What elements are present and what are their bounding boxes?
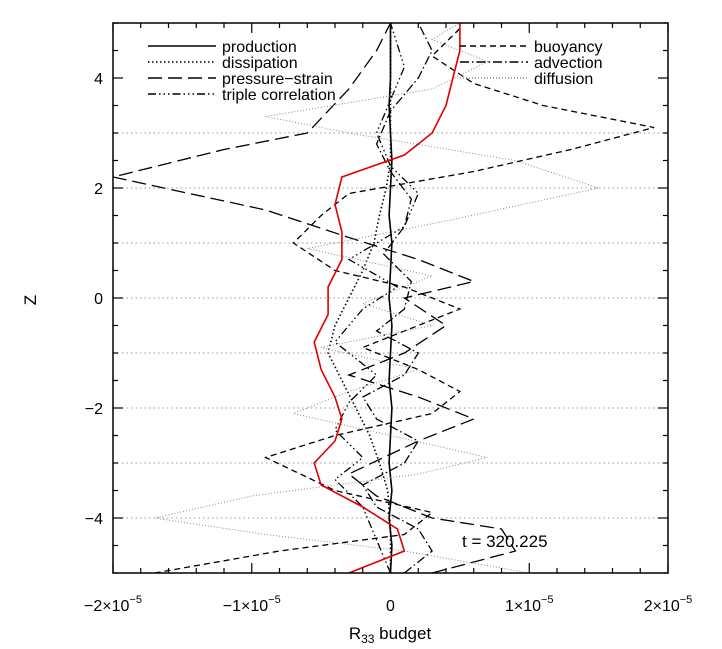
axis-ticks: −2×10−5 −1×10−5 0 1×10−5 2×10−5 4 2 0 −2 −4 — [84, 22, 693, 615]
legend: productiondissipationpressure−straintrip… — [148, 39, 603, 104]
x-tick-label: −2×10−5 — [84, 594, 142, 615]
series-line — [154, 23, 601, 573]
x-tick-label: −1×10−5 — [223, 594, 281, 615]
legend-entry: advection — [460, 55, 603, 72]
x-tick-label: 0 — [386, 598, 395, 615]
y-axis-label: Z — [21, 295, 40, 305]
series-group — [113, 23, 655, 573]
legend-label: dissipation — [222, 55, 298, 72]
series-line — [361, 23, 433, 573]
plot-frame — [112, 22, 669, 574]
legend-entry: triple correlation — [148, 87, 336, 104]
legend-entry: dissipation — [148, 55, 298, 72]
series-line — [154, 28, 655, 573]
x-tick-label: 1×10−5 — [505, 594, 554, 615]
y-tick-label: −2 — [85, 401, 103, 418]
series-line — [113, 23, 517, 573]
legend-entry: production — [148, 39, 297, 56]
time-annotation: t = 320.225 — [462, 532, 548, 551]
y-tick-label: 2 — [94, 181, 103, 198]
series-line — [327, 23, 392, 573]
legend-label: diffusion — [534, 71, 593, 88]
legend-label: pressure−strain — [222, 71, 333, 88]
series-line — [388, 23, 393, 573]
y-tick-label: 0 — [94, 291, 103, 308]
legend-label: triple correlation — [222, 87, 336, 104]
series-line — [313, 23, 461, 573]
legend-entry: pressure−strain — [148, 71, 333, 88]
y-tick-label: 4 — [94, 71, 103, 88]
legend-label: buoyancy — [534, 39, 603, 56]
legend-entry: diffusion — [460, 71, 593, 88]
y-tick-label: −4 — [85, 511, 103, 528]
legend-label: production — [222, 39, 297, 56]
x-tick-label: 2×10−5 — [644, 594, 693, 615]
x-axis-label: R33 budget — [349, 624, 432, 646]
legend-label: advection — [534, 55, 603, 72]
legend-entry: buoyancy — [460, 39, 603, 56]
